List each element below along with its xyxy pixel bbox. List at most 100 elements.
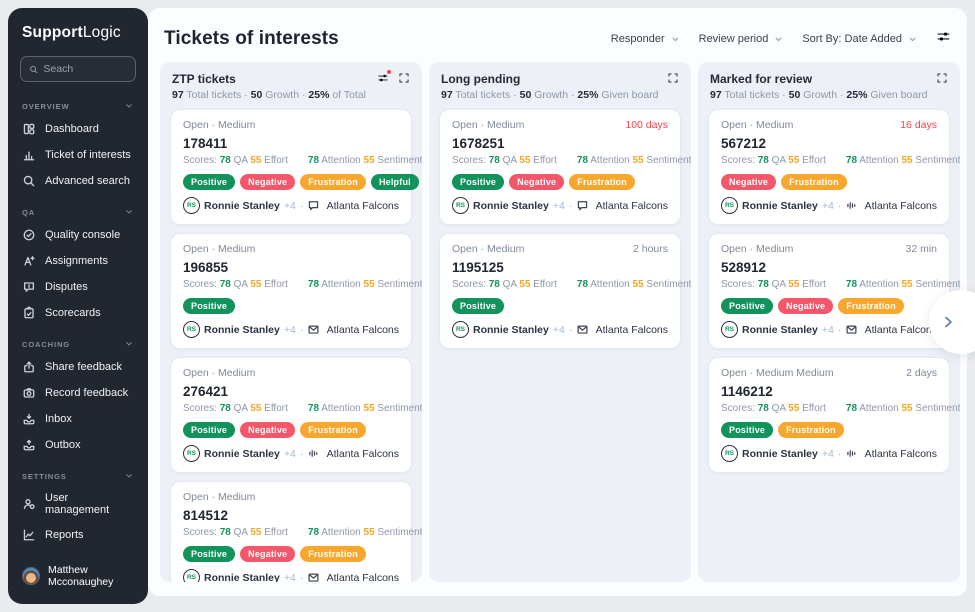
tag-positive: Positive (183, 174, 236, 190)
sidebar-item-quality-console[interactable]: Quality console (8, 222, 148, 248)
dropdown-responder[interactable]: Responder (611, 33, 681, 45)
ticket-tags: PositiveNegativeFrustrationHelpful12 mor… (183, 174, 419, 190)
sidebar-item-assignments[interactable]: Assignments (8, 248, 148, 274)
tag-positive: Positive (183, 298, 236, 314)
sidebar-item-advanced-search[interactable]: Advanced search (8, 168, 148, 194)
scores-group-1: Scores: 78 QA 55 Effort (183, 403, 288, 414)
sidebar: SupportLogic OVERVIEW Dashboard Ticket of … (8, 8, 148, 604)
main-header: Tickets of interests Responder Review per… (148, 8, 967, 60)
sidebar-search[interactable] (20, 56, 136, 82)
effort-score: 55 (250, 403, 262, 414)
ticket-status-row: Open · Medium (183, 491, 399, 503)
ticket-card[interactable]: Open · Medium 196855 Scores: 78 QA 55 Effo… (170, 233, 422, 349)
voice-icon (309, 450, 318, 457)
ticket-tags: Positive Negative Frustration (721, 298, 937, 314)
sidebar-item-dashboard[interactable]: Dashboard (8, 116, 148, 142)
expand-icon (399, 73, 409, 83)
ticket-status-row: Open · Medium (183, 367, 399, 379)
chevron-right-icon (945, 316, 952, 328)
dashboard-icon (23, 123, 35, 135)
search-input[interactable] (43, 63, 127, 75)
stat-percent: 25% (846, 89, 868, 101)
dropdown-sort-by-date-added[interactable]: Sort By: Date Added (802, 33, 918, 45)
sidebar-section-header[interactable]: QA (8, 194, 148, 222)
channel-mail-icon (845, 323, 858, 336)
sidebar-item-label: Scorecards (45, 307, 101, 319)
expand-button[interactable] (936, 72, 948, 84)
ticket-card[interactable]: Open · Medium Medium 2 days 1146212 Scores:… (708, 357, 960, 473)
sidebar-item-outbox[interactable]: Outbox (8, 432, 148, 458)
column-filter-button[interactable] (377, 70, 391, 84)
ticket-card[interactable]: Open · Medium 276421 Scores: 78 QA 55 Effo… (170, 357, 422, 473)
chevron-down-icon (775, 37, 782, 41)
scores-group-2: 78 Attention 55 Sentiment (845, 279, 960, 290)
ticket-card[interactable]: Open · Medium 32 min 528912 Scores: 78 QA 5… (708, 233, 960, 349)
ticket-footer: RS Ronnie Stanley +4 · Atlanta Falcons (721, 197, 937, 214)
sentiment-score: 55 (363, 403, 375, 414)
sliders-icon (378, 74, 388, 82)
tag-frustration: Frustration (569, 174, 635, 190)
dropdown-review-period[interactable]: Review period (699, 33, 785, 45)
sidebar-item-share-feedback[interactable]: Share feedback (8, 354, 148, 380)
ticket-footer: RS Ronnie Stanley +4 · Atlanta Falcons (183, 321, 399, 338)
expand-button[interactable] (398, 72, 410, 84)
scores-group-1: Scores: 78 QA 55 Effort (452, 155, 557, 166)
account-name: Atlanta Falcons (326, 199, 399, 212)
sidebar-item-label: Ticket of interests (45, 149, 131, 161)
ticket-status: Open · Medium (183, 491, 256, 503)
tag-positive: Positive (183, 546, 236, 562)
sidebar-item-reports[interactable]: Reports (8, 522, 148, 548)
tag-frustration: Frustration (300, 422, 366, 438)
sidebar-item-disputes[interactable]: Disputes (8, 274, 148, 300)
tag-positive: Positive (183, 422, 236, 438)
sentiment-score: 55 (632, 155, 644, 166)
chevron-down-icon (126, 474, 132, 478)
main-content: Tickets of interests Responder Review per… (148, 8, 967, 596)
ticket-card[interactable]: Open · Medium 814512 Scores: 78 QA 55 Effo… (170, 481, 422, 582)
qa-score: 78 (219, 279, 231, 290)
account-name: Atlanta Falcons (595, 199, 668, 212)
scores-group-1: Scores: 78 QA 55 Effort (183, 279, 288, 290)
ticket-card[interactable]: Open · Medium 100 days 1678251 Scores: 78 Q… (439, 109, 691, 225)
sidebar-section-header[interactable]: COACHING (8, 326, 148, 354)
scores-group-2: 78 Attention 55 Sentiment (307, 155, 422, 166)
tag-positive: Positive (721, 298, 774, 314)
mail-icon (308, 325, 319, 334)
expand-button[interactable] (667, 72, 679, 84)
scorecard-icon (24, 306, 34, 319)
stat-percent: 25% (577, 89, 599, 101)
agent-avatar: RS (721, 445, 738, 462)
sidebar-user[interactable]: Matthew Mcconaughey (8, 552, 148, 604)
qa-score: 78 (757, 279, 769, 290)
ticket-card[interactable]: Open · Medium 2 hours 1195125 Scores: 78 QA… (439, 233, 691, 349)
ticket-id: 528912 (721, 260, 767, 275)
scores-group-2: 78 Attention 55 Sentiment (307, 279, 422, 290)
attention-score: 78 (307, 403, 320, 414)
ticket-card[interactable]: Open · Medium 178411 Scores: 78 QA 55 Effo… (170, 109, 422, 225)
sidebar-item-label: Share feedback (45, 361, 123, 373)
ticket-tags: Positive (452, 298, 668, 314)
stat-growth: 50 (519, 89, 532, 101)
sidebar-item-label: Inbox (45, 413, 72, 425)
tag-negative: Negative (778, 298, 834, 314)
ticket-tags: Positive Negative Frustration (183, 422, 399, 438)
sidebar-section-header[interactable]: OVERVIEW (8, 88, 148, 116)
board-filter-button[interactable] (936, 29, 951, 49)
next-page-button[interactable] (929, 290, 975, 354)
sidebar-item-ticket-of-interests[interactable]: Ticket of interests (8, 142, 148, 168)
sidebar-item-inbox[interactable]: Inbox (8, 406, 148, 432)
ticket-card[interactable]: Open · Medium 16 days 567212 Scores: 78 QA … (708, 109, 960, 225)
board-column: Long pending 97 Total tickets · 50 Growth… (429, 62, 691, 582)
ticket-board: ZTP tickets 97 Total tickets · 50 Growth … (148, 60, 967, 582)
sidebar-section-header[interactable]: SETTINGS (8, 458, 148, 486)
ticket-scores: Scores: 78 QA 55 Effort 78 Attention 55 S… (183, 527, 422, 538)
agent-avatar: RS (183, 445, 200, 462)
sidebar-item-user-management[interactable]: User management (8, 486, 148, 522)
sidebar-item-scorecards[interactable]: Scorecards (8, 300, 148, 326)
search-icon (23, 175, 35, 187)
ticket-footer: RS Ronnie Stanley +4 · Atlanta Falcons (452, 321, 668, 338)
outbox-icon (23, 439, 35, 451)
ticket-age: 32 min (905, 243, 937, 255)
sidebar-item-record-feedback[interactable]: Record feedback (8, 380, 148, 406)
scores-group-1: Scores: 78 QA 55 Effort (721, 403, 826, 414)
